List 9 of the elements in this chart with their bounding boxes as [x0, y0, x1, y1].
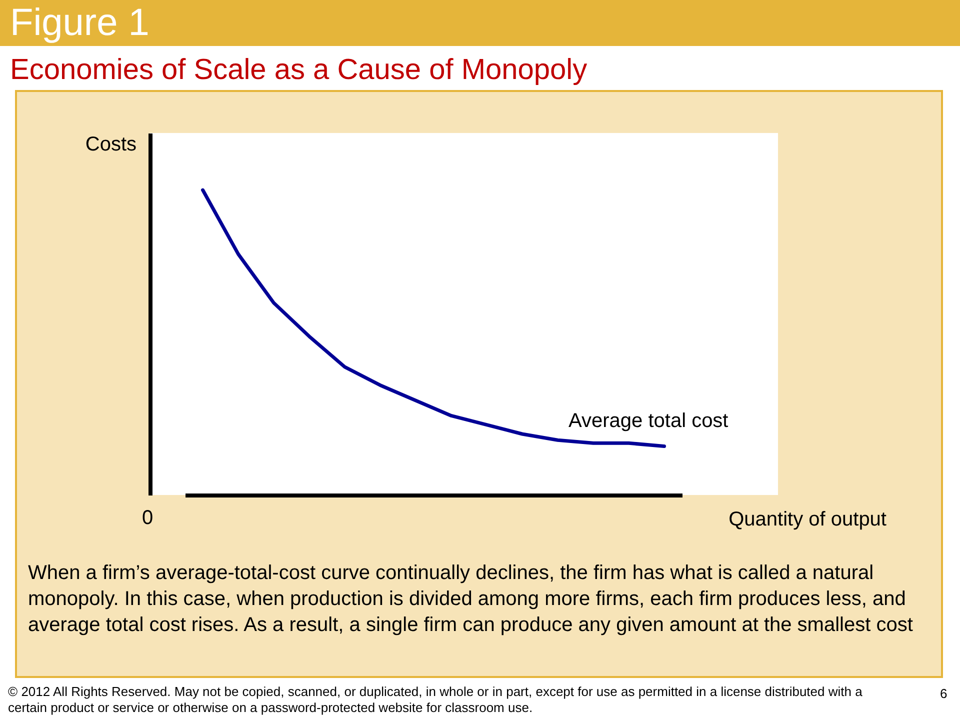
text: 6: [940, 686, 948, 701]
text: When a firm’s average-total-cost curve continually declines, the firm has what is called a natural monopoly. In this case, when production is divided among more firms, each firm produces less, and average total cost rises. As a result, a single firm can produce any given amount at the smallest cost: [28, 561, 914, 638]
y-axis-title: Costs: [85, 134, 136, 156]
series-label: Average total cost: [568, 410, 729, 432]
text: © 2012 All Rights Reserved. May not be copied, scanned, or duplicated, in whole or in part, except for use as permitted in a license distributed with a certain product or service or otherwise on a password-protected website for classroom use.: [8, 684, 864, 716]
chart-subtitle: Economies of Scale as a Cause of Monopoly: [10, 53, 588, 88]
x-axis-title: Quantity of output: [728, 508, 887, 530]
chart-title: Figure 1: [10, 2, 150, 44]
text: 0: [142, 507, 154, 530]
